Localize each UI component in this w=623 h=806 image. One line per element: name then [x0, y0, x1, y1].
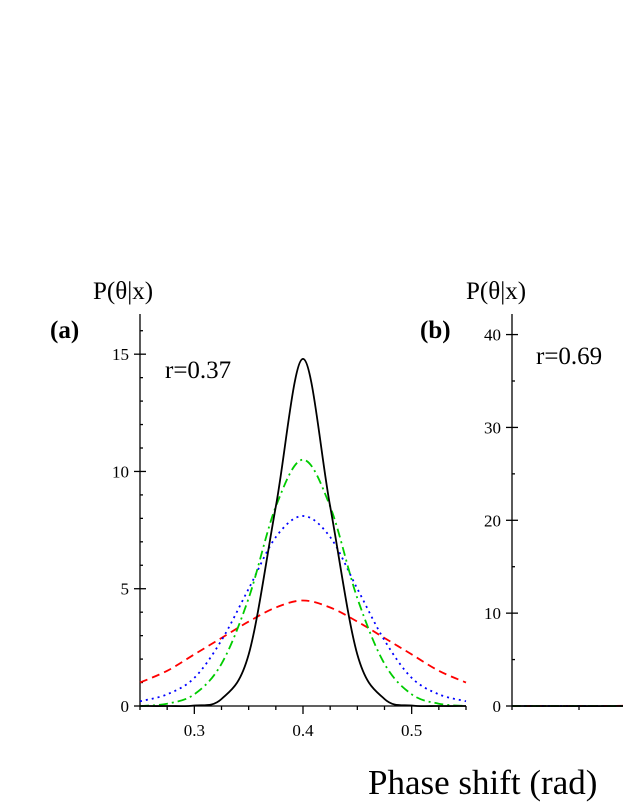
series-line-dashed: [511, 704, 623, 707]
y-tick-label: 40: [484, 326, 501, 345]
panel-a-label: (a): [50, 317, 79, 344]
panel-a-y-ticks: 0 5 10 15: [112, 330, 146, 716]
panel-b-chart: P(θ|x) (b) r=0.69 0 10 20 30 40 0.3: [420, 278, 623, 716]
y-tick-label: 15: [112, 345, 129, 364]
panel-a-x-ticks: 0.3 0.4 0.5: [139, 706, 467, 740]
series-line-dashed: [139, 599, 467, 684]
x-axis-label: Phase shift (rad): [368, 763, 597, 802]
panel-a-chart: P(θ|x) (a) r=0.37 0 5 10 15 0.3 0.4 0.5: [50, 278, 467, 740]
panel-b-series: [511, 704, 623, 707]
panel-b-y-axis-label: P(θ|x): [466, 278, 526, 305]
series-line-dotted: [139, 515, 467, 703]
x-tick-label: 0.4: [292, 721, 314, 740]
panel-a-series: [139, 357, 467, 708]
x-tick-label: 0.3: [184, 721, 205, 740]
x-tick-label: 0.5: [401, 721, 422, 740]
y-tick-label: 20: [484, 511, 501, 530]
series-line-solid: [511, 705, 623, 707]
panel-a-annotation: r=0.37: [165, 357, 231, 384]
y-tick-label: 0: [493, 697, 502, 716]
panel-a-y-axis-label: P(θ|x): [93, 278, 153, 305]
y-tick-label: 5: [121, 580, 130, 599]
series-line-solid: [139, 357, 467, 708]
panel-b-annotation: r=0.69: [536, 343, 602, 370]
panel-b-y-ticks: 0 10 20 30 40: [484, 326, 518, 716]
panel-b-x-ticks: 0.3: [511, 706, 580, 710]
series-line-dashdot: [139, 458, 467, 707]
y-tick-label: 10: [484, 604, 501, 623]
panel-b-label: (b): [420, 317, 451, 344]
y-tick-label: 10: [112, 462, 129, 481]
y-tick-label: 30: [484, 418, 501, 437]
y-tick-label: 0: [121, 697, 130, 716]
